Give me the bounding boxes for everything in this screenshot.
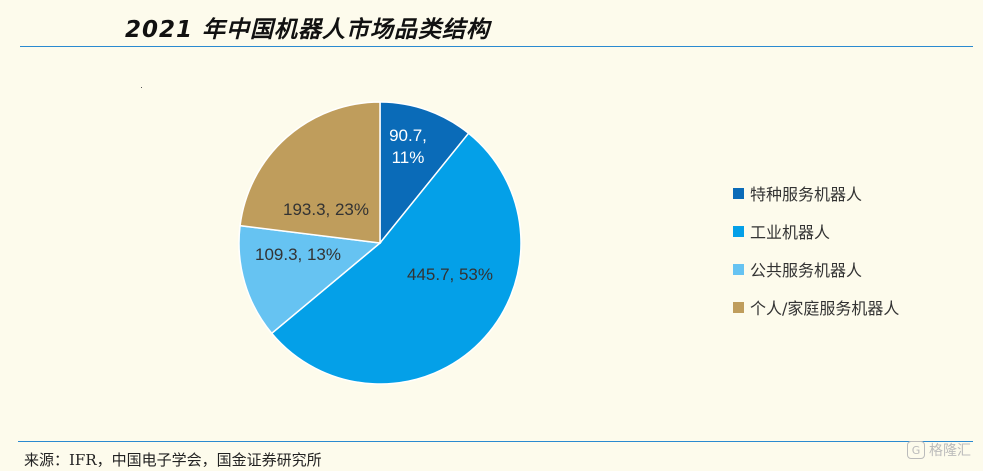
legend-item-home-service: 个人/家庭服务机器人: [733, 288, 899, 326]
legend: 特种服务机器人 工业机器人 公共服务机器人 个人/家庭服务机器人: [733, 174, 899, 326]
stray-dot: [141, 87, 142, 88]
legend-swatch: [733, 187, 744, 199]
legend-label: 个人/家庭服务机器人: [750, 299, 900, 318]
slice-data-label: 109.3, 13%: [255, 245, 341, 264]
watermark-logo-icon: G: [907, 441, 925, 459]
legend-item-industrial: 工业机器人: [733, 212, 899, 250]
watermark: G 格隆汇: [907, 440, 971, 460]
watermark-text: 格隆汇: [929, 443, 971, 459]
legend-swatch: [733, 263, 744, 275]
slice-data-label: 193.3, 23%: [283, 200, 369, 219]
slice-data-label: 90.7, 11%: [389, 126, 427, 167]
legend-item-public-service: 公共服务机器人: [733, 250, 899, 288]
pie-slice: [238, 224, 382, 335]
legend-swatch: [733, 301, 744, 313]
pie-slice: [270, 132, 522, 385]
top-divider: [20, 46, 973, 47]
legend-label: 工业机器人: [750, 223, 831, 242]
chart-title: 2021 年中国机器人市场品类结构: [125, 17, 491, 43]
legend-swatch: [733, 225, 744, 237]
legend-item-special-service: 特种服务机器人: [733, 174, 899, 212]
pie-slice: [239, 101, 381, 244]
pie-slice: [379, 101, 470, 246]
bottom-divider: [18, 441, 973, 442]
slice-data-label: 445.7, 53%: [407, 265, 493, 284]
source-note: 来源：IFR，中国电子学会，国金证券研究所: [24, 451, 322, 469]
legend-label: 公共服务机器人: [750, 261, 863, 280]
legend-label: 特种服务机器人: [750, 185, 863, 204]
